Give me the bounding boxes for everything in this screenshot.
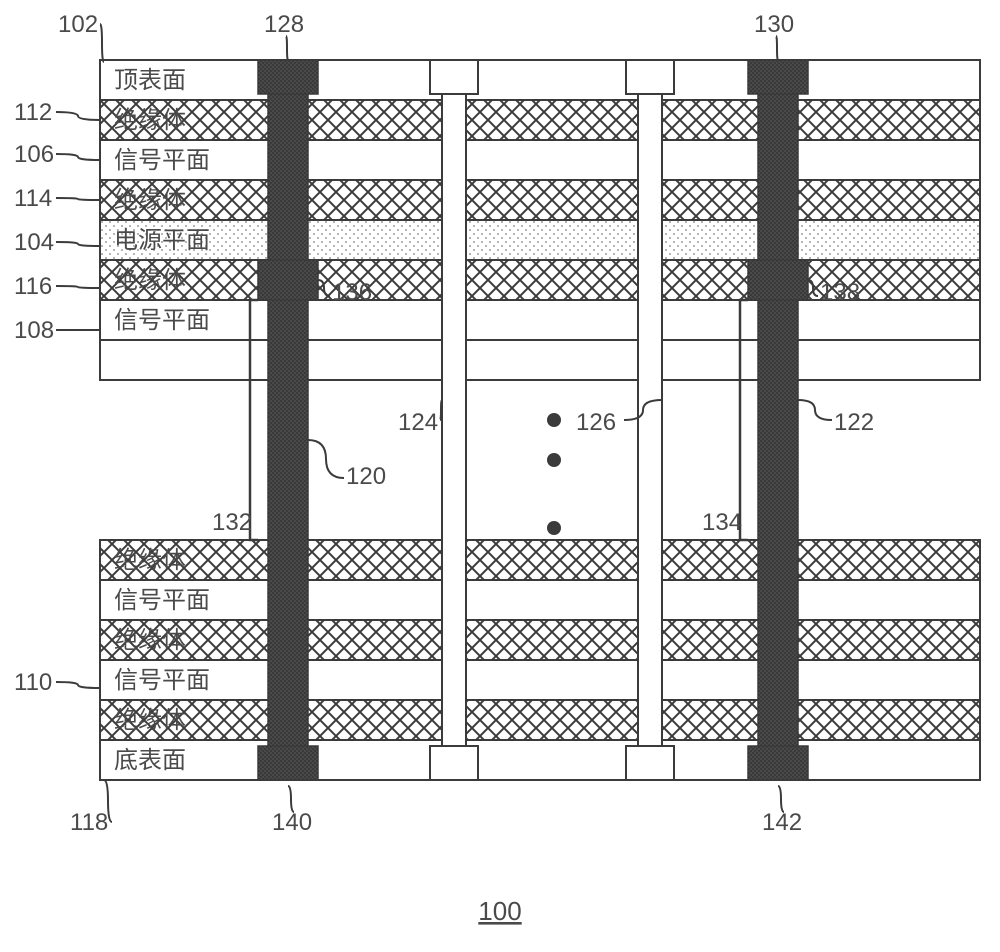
layer-label: 信号平面 xyxy=(114,307,210,334)
ref-142: 142 xyxy=(762,809,802,836)
ref-110: 110 xyxy=(14,669,52,696)
layer-row xyxy=(100,140,980,180)
via-122 xyxy=(758,60,798,780)
ref-138: 138 xyxy=(820,279,860,306)
ref-114: 114 xyxy=(14,185,52,212)
leader-line xyxy=(56,198,100,200)
layer-row xyxy=(100,580,980,620)
ref-130: 130 xyxy=(754,11,794,38)
ref-132: 132 xyxy=(212,509,252,536)
via-120-top-pad xyxy=(258,60,318,94)
layer-label: 顶表面 xyxy=(114,67,186,94)
ref-104: 104 xyxy=(14,229,54,256)
via-126 xyxy=(638,60,662,780)
layer-labels: 顶表面绝缘体信号平面绝缘体电源平面绝缘体信号平面绝缘体信号平面绝缘体信号平面绝缘… xyxy=(114,67,210,774)
layer-label: 底表面 xyxy=(114,747,186,774)
layer-row xyxy=(100,340,980,380)
via-126-bottom-pad xyxy=(626,746,674,780)
ref-134: 134 xyxy=(702,509,742,536)
ellipsis-dot xyxy=(547,413,561,427)
ellipsis-dot xyxy=(547,453,561,467)
layer-label: 绝缘体 xyxy=(114,267,186,294)
layer-row xyxy=(100,620,980,660)
via-124-top-pad xyxy=(430,60,478,94)
ref-106: 106 xyxy=(14,141,54,168)
leader-line xyxy=(56,154,100,160)
ref-128: 128 xyxy=(264,11,304,38)
layer-row xyxy=(100,180,980,220)
layer-label: 绝缘体 xyxy=(114,187,186,214)
leader-line xyxy=(56,112,100,120)
layer-stack-bottom xyxy=(100,540,980,780)
ellipsis-dot xyxy=(547,521,561,535)
ref-126: 126 xyxy=(576,409,616,436)
ref-120: 120 xyxy=(346,463,386,490)
layer-label: 绝缘体 xyxy=(114,547,186,574)
layer-row xyxy=(100,540,980,580)
ref-122: 122 xyxy=(834,409,874,436)
layer-row xyxy=(100,100,980,140)
layer-label: 信号平面 xyxy=(114,667,210,694)
pcb-cross-section-diagram: 顶表面绝缘体信号平面绝缘体电源平面绝缘体信号平面绝缘体信号平面绝缘体信号平面绝缘… xyxy=(0,0,1000,952)
layer-label: 绝缘体 xyxy=(114,627,186,654)
leader-line xyxy=(776,36,778,60)
ref-108: 108 xyxy=(14,317,54,344)
ref-140: 140 xyxy=(272,809,312,836)
via-122-bottom-pad xyxy=(748,746,808,780)
leader-line xyxy=(56,286,100,288)
layer-row xyxy=(100,740,980,780)
via-120 xyxy=(268,60,308,780)
layer-row xyxy=(100,700,980,740)
layer-label: 电源平面 xyxy=(114,227,210,254)
layer-stack-top xyxy=(100,60,980,380)
via-122-top-pad xyxy=(748,60,808,94)
leader-line xyxy=(56,242,100,246)
ref-102: 102 xyxy=(58,11,98,38)
layer-row xyxy=(100,220,980,260)
ref-112: 112 xyxy=(14,99,52,126)
layer-row xyxy=(100,660,980,700)
layer-row xyxy=(100,60,980,100)
layer-row xyxy=(100,300,980,340)
via-120-power-collar xyxy=(258,260,318,300)
via-120-bottom-pad xyxy=(258,746,318,780)
layer-label: 信号平面 xyxy=(114,587,210,614)
via-124 xyxy=(442,60,466,780)
ref-136: 136 xyxy=(332,279,372,306)
layer-label: 绝缘体 xyxy=(114,107,186,134)
via-126-top-pad xyxy=(626,60,674,94)
via-122-power-collar xyxy=(748,260,808,300)
ref-118: 118 xyxy=(70,809,108,836)
layer-label: 信号平面 xyxy=(114,147,210,174)
layer-label: 绝缘体 xyxy=(114,707,186,734)
figure-number: 100 xyxy=(478,896,521,926)
leader-line xyxy=(100,24,104,62)
leader-line xyxy=(798,400,832,420)
leader-line xyxy=(308,440,344,478)
ref-116: 116 xyxy=(14,273,52,300)
leader-line xyxy=(56,682,100,688)
via-124-bottom-pad xyxy=(430,746,478,780)
ref-124: 124 xyxy=(398,409,438,436)
leader-line xyxy=(286,36,288,60)
